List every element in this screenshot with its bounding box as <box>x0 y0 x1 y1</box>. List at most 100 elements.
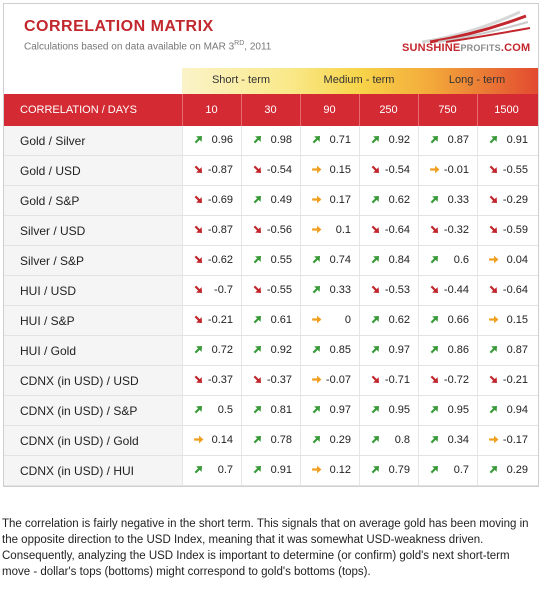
arrow-down-icon <box>489 165 498 174</box>
arrow-down-icon <box>489 225 498 234</box>
cell-value: -0.64 <box>384 224 410 236</box>
row-label: Gold / S&P <box>4 186 182 215</box>
table-cell: -0.64 <box>477 276 536 305</box>
cell-value: 0.15 <box>329 164 351 176</box>
table-cell: 0.84 <box>359 246 418 275</box>
table-cell: -0.54 <box>359 156 418 185</box>
table-cell: -0.01 <box>418 156 477 185</box>
table-cell: 0.95 <box>418 396 477 425</box>
row-label: Silver / S&P <box>4 246 182 275</box>
cell-value: 0.66 <box>447 314 469 326</box>
arrow-up-icon <box>489 135 498 144</box>
arrow-up-icon <box>312 285 321 294</box>
cell-value: 0.7 <box>217 464 233 476</box>
cell-value: 0.78 <box>270 434 292 446</box>
table-cell: -0.07 <box>300 366 359 395</box>
table-cell: -0.64 <box>359 216 418 245</box>
caption-text: The correlation is fairly negative in th… <box>2 518 529 578</box>
cell-value: -0.54 <box>266 164 292 176</box>
cell-value: 0.81 <box>270 404 292 416</box>
arrow-down-icon <box>371 285 380 294</box>
arrow-up-icon <box>253 405 262 414</box>
arrow-right-icon <box>312 315 322 324</box>
table-cell: 0.12 <box>300 456 359 485</box>
arrow-up-icon <box>253 465 262 474</box>
cell-value: -0.21 <box>207 314 233 326</box>
arrow-right-icon <box>194 435 204 444</box>
arrow-up-icon <box>430 465 439 474</box>
cell-value: -0.21 <box>502 374 528 386</box>
cell-value: 0.94 <box>506 404 528 416</box>
arrow-down-icon <box>371 165 380 174</box>
cell-value: 0.29 <box>506 464 528 476</box>
table-cell: 0.66 <box>418 306 477 335</box>
table-cell: 0.79 <box>359 456 418 485</box>
cell-value: -0.32 <box>443 224 469 236</box>
arrow-down-icon <box>194 255 203 264</box>
arrow-down-icon <box>489 195 498 204</box>
table-cell: 0 <box>300 306 359 335</box>
table-cell: -0.29 <box>477 186 536 215</box>
arrow-down-icon <box>253 375 262 384</box>
cell-value: 0.6 <box>453 254 469 266</box>
arrow-up-icon <box>253 435 262 444</box>
cell-value: 0.84 <box>388 254 410 266</box>
cell-value: 0.33 <box>329 284 351 296</box>
arrow-down-icon <box>194 285 203 294</box>
arrow-up-icon <box>430 255 439 264</box>
arrow-up-icon <box>312 435 321 444</box>
subtitle-prefix: Calculations based on data available on … <box>24 41 235 53</box>
arrow-down-icon <box>489 285 498 294</box>
cell-value: 0.87 <box>506 344 528 356</box>
table-cell: 0.94 <box>477 396 536 425</box>
header-separator <box>418 94 419 126</box>
header-separator <box>241 94 242 126</box>
arrow-up-icon <box>312 255 321 264</box>
table-cell: 0.29 <box>300 426 359 455</box>
table-cell: 0.29 <box>477 456 536 485</box>
days-header-750: 750 <box>438 104 457 116</box>
arrow-down-icon <box>253 285 262 294</box>
row-label: Gold / Silver <box>4 126 182 155</box>
table-cell: -0.37 <box>182 366 241 395</box>
cell-value: 0.79 <box>388 464 410 476</box>
table-cell: -0.32 <box>418 216 477 245</box>
arrow-up-icon <box>430 315 439 324</box>
table-cell: -0.72 <box>418 366 477 395</box>
cell-value: -0.54 <box>384 164 410 176</box>
header-separator <box>359 94 360 126</box>
table-cell: -0.71 <box>359 366 418 395</box>
term-long: Long - term <box>448 74 506 86</box>
days-header-10: 10 <box>205 104 218 116</box>
arrow-down-icon <box>253 225 262 234</box>
table-cell: 0.87 <box>418 126 477 155</box>
table-cell: 0.5 <box>182 396 241 425</box>
table-cell: 0.15 <box>300 156 359 185</box>
arrow-right-icon <box>489 315 499 324</box>
arrow-up-icon <box>371 405 380 414</box>
cell-value: -0.01 <box>443 164 469 176</box>
table-cell: 0.04 <box>477 246 536 275</box>
cell-value: -0.62 <box>207 254 233 266</box>
table-cell: -0.37 <box>241 366 300 395</box>
cell-value: 0.86 <box>447 344 469 356</box>
table-cell: 0.97 <box>300 396 359 425</box>
cell-value: 0.33 <box>447 194 469 206</box>
table-cell: 0.55 <box>241 246 300 275</box>
arrow-right-icon <box>489 255 499 264</box>
arrow-up-icon <box>253 315 262 324</box>
table-cell: -0.53 <box>359 276 418 305</box>
arrow-down-icon <box>371 375 380 384</box>
table-cell: 0.7 <box>418 456 477 485</box>
cell-value: 0.85 <box>329 344 351 356</box>
page-title: CORRELATION MATRIX <box>24 18 214 35</box>
cell-value: 0.55 <box>270 254 292 266</box>
row-label: HUI / S&P <box>4 306 182 335</box>
cell-value: 0.96 <box>211 134 233 146</box>
table-row: Silver / USD -0.87 -0.56 0.1 -0.64 -0.32 -0.59 <box>4 216 538 246</box>
row-label: Gold / USD <box>4 156 182 185</box>
table-row: Silver / S&P -0.62 0.55 0.74 0.84 0.6 0.04 <box>4 246 538 276</box>
arrow-down-icon <box>430 285 439 294</box>
table-cell: 0.34 <box>418 426 477 455</box>
term-short: Short - term <box>211 74 271 86</box>
